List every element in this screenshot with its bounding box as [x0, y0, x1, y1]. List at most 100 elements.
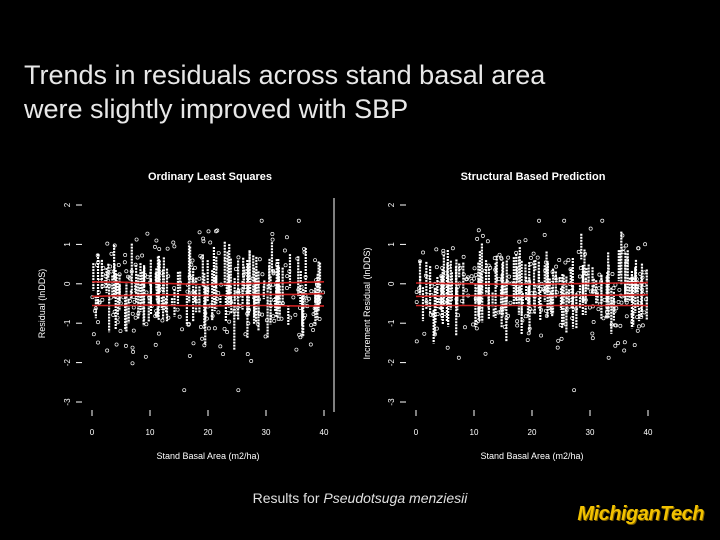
residual-point: [189, 278, 194, 283]
residual-point: [132, 299, 137, 304]
residual-point: [456, 355, 461, 360]
residual-point: [187, 274, 192, 279]
residual-point: [276, 316, 281, 321]
residual-point: [126, 274, 130, 279]
residual-point: [520, 318, 525, 323]
residual-point: [291, 295, 296, 300]
residual-point: [429, 284, 434, 289]
residual-point: [544, 313, 549, 318]
residual-point: [588, 226, 593, 231]
x-axis-label: Stand Basal Area (m2/ha): [480, 451, 583, 461]
residual-point: [517, 274, 522, 279]
residual-point: [241, 272, 246, 277]
residual-plots: Ordinary Least Squares Residual (lnDDS) -3…: [37, 171, 653, 461]
residual-point: [528, 261, 533, 266]
residual-point: [566, 258, 571, 263]
residual-point: [490, 339, 494, 344]
residual-point: [600, 218, 605, 223]
residual-point: [622, 348, 627, 353]
residual-point: [130, 311, 135, 316]
residual-point: [431, 312, 435, 317]
residual-point: [464, 288, 468, 293]
residual-point: [570, 316, 575, 321]
residual-point: [625, 287, 630, 292]
residual-point: [439, 274, 444, 279]
residual-point: [90, 295, 95, 300]
logo-text: MichiganTech: [577, 503, 704, 525]
residual-point: [232, 308, 237, 313]
residual-point: [621, 250, 626, 255]
residual-point: [315, 282, 319, 287]
residual-point: [640, 275, 645, 280]
x-tick-label: 40: [644, 428, 653, 437]
residual-point: [640, 323, 645, 328]
residual-point: [517, 239, 522, 244]
residual-point: [442, 284, 447, 289]
residual-point: [433, 287, 438, 292]
residual-point: [555, 345, 560, 350]
residual-points: [90, 218, 325, 393]
residual-point: [639, 314, 644, 319]
residual-point: [475, 236, 480, 241]
residual-point: [502, 324, 507, 329]
residual-point: [105, 272, 110, 276]
y-tick-label: 2: [63, 202, 72, 207]
residual-point: [206, 229, 211, 234]
residual-point: [208, 240, 213, 245]
trend-line-2: [91, 292, 325, 298]
title-line-2: were slightly improved with SBP: [24, 94, 409, 124]
residual-point: [556, 338, 561, 343]
sbp-panel: Structural Based Prediction Increment Res…: [362, 171, 653, 461]
residual-point: [202, 343, 207, 348]
ols-panel: Ordinary Least Squares Residual (lnDDS) -3…: [37, 171, 329, 461]
residual-point: [479, 307, 484, 312]
residual-point: [172, 244, 177, 249]
residual-point: [138, 287, 143, 292]
residual-point: [213, 265, 218, 270]
residual-point: [531, 251, 536, 256]
residual-point: [644, 297, 648, 302]
residual-point: [108, 264, 113, 269]
residual-point: [206, 326, 211, 331]
residual-point: [254, 284, 259, 289]
residual-point: [218, 344, 223, 349]
residual-point: [317, 317, 322, 321]
residual-point: [606, 355, 611, 360]
residual-point: [492, 256, 497, 261]
residual-point: [435, 312, 440, 317]
residual-point: [592, 289, 597, 294]
residual-point: [97, 300, 102, 305]
residual-point: [456, 313, 461, 318]
residual-point: [93, 306, 98, 311]
residual-point: [624, 243, 629, 248]
residual-point: [211, 301, 216, 306]
residual-point: [554, 290, 559, 295]
residual-point: [642, 270, 647, 275]
residual-point: [309, 289, 314, 294]
residual-point: [564, 308, 569, 313]
residual-point: [123, 252, 128, 257]
residual-point: [171, 240, 176, 245]
residual-point: [638, 271, 643, 276]
residual-point: [499, 306, 504, 311]
residual-point: [130, 361, 135, 366]
residual-point: [574, 307, 578, 311]
residual-point: [123, 343, 128, 348]
residual-point: [463, 325, 467, 330]
residual-point: [557, 258, 562, 262]
residual-point: [458, 265, 463, 270]
residual-point: [182, 388, 187, 393]
residual-point: [115, 285, 119, 290]
residual-point: [475, 287, 480, 292]
residual-point: [238, 288, 243, 293]
residual-point: [517, 287, 522, 292]
residual-point: [610, 272, 615, 276]
residual-point: [133, 315, 138, 320]
residual-point: [620, 233, 625, 238]
residual-point: [116, 262, 121, 267]
residual-point: [245, 352, 250, 357]
y-tick-label: -3: [63, 398, 72, 406]
residual-point: [515, 319, 520, 324]
y-tick-label: -2: [63, 358, 72, 366]
residual-point: [143, 354, 148, 359]
